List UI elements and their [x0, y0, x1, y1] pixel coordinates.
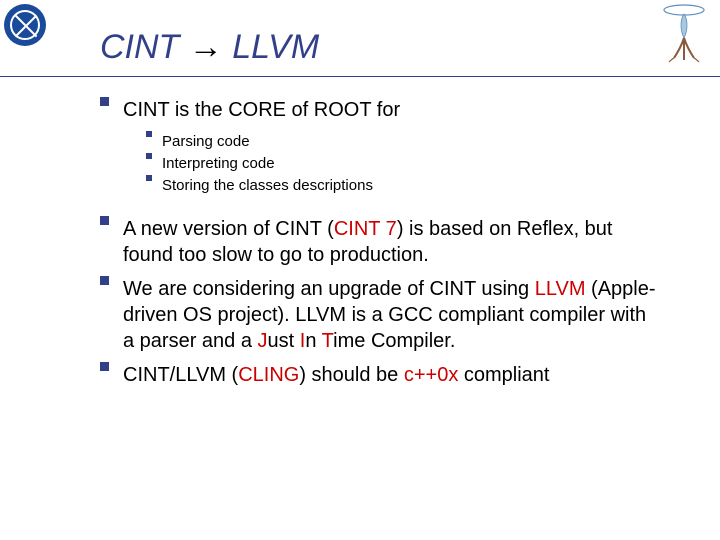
sub-bullet-text: Storing the classes descriptions: [162, 175, 373, 197]
slide-title: CINT → LLVM: [100, 28, 660, 73]
sub-bullet-text: Interpreting code: [162, 153, 275, 175]
hkn-logo: [4, 4, 46, 46]
root-mascot-icon: [660, 4, 708, 64]
bullet-4: CINT/LLVM (CLING) should be c++0x compli…: [100, 362, 660, 388]
bullet-4-text: CINT/LLVM (CLING) should be c++0x compli…: [123, 362, 549, 388]
highlight-cling: CLING: [238, 364, 299, 386]
bullet-3-text: We are considering an upgrade of CINT us…: [123, 276, 660, 354]
slide-body: CINT → LLVM CINT is the CORE of ROOT for…: [0, 0, 720, 416]
title-rule: [0, 76, 720, 77]
bullet-1: CINT is the CORE of ROOT for: [100, 97, 660, 123]
square-bullet-icon: [100, 97, 109, 106]
highlight-cint7: CINT 7: [334, 218, 397, 240]
sub-bullet: Storing the classes descriptions: [146, 175, 660, 197]
title-arrow: →: [189, 28, 223, 66]
square-bullet-icon: [100, 216, 109, 225]
highlight-t: T: [322, 330, 333, 352]
highlight-j: J: [258, 330, 268, 352]
title-part2: LLVM: [223, 28, 319, 66]
square-bullet-icon: [146, 131, 152, 137]
square-bullet-icon: [146, 175, 152, 181]
bullet-2-text: A new version of CINT (CINT 7) is based …: [123, 216, 660, 268]
bullet-2: A new version of CINT (CINT 7) is based …: [100, 216, 660, 268]
highlight-llvm: LLVM: [535, 278, 586, 300]
square-bullet-icon: [146, 153, 152, 159]
square-bullet-icon: [100, 362, 109, 371]
bullet-3: We are considering an upgrade of CINT us…: [100, 276, 660, 354]
highlight-cpp0x: c++0x: [404, 364, 458, 386]
square-bullet-icon: [100, 276, 109, 285]
sub-bullet: Parsing code: [146, 131, 660, 153]
sub-bullet-text: Parsing code: [162, 131, 250, 153]
bullet-1-text: CINT is the CORE of ROOT for: [123, 97, 400, 123]
sub-bullet: Interpreting code: [146, 153, 660, 175]
bullet-1-sublist: Parsing code Interpreting code Storing t…: [100, 131, 660, 196]
hkn-logo-inner: [10, 10, 40, 40]
title-part1: CINT: [100, 28, 189, 66]
